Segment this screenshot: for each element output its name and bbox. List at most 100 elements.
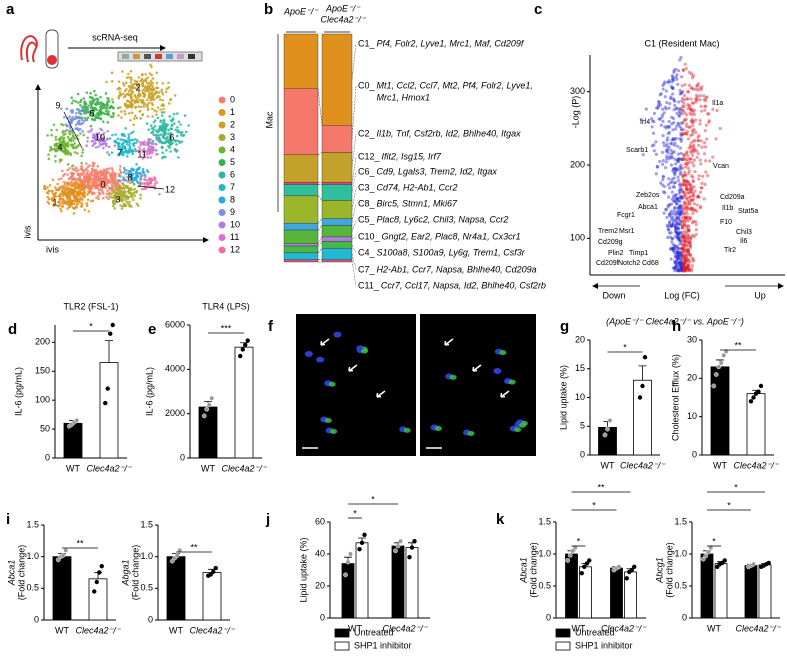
data-point (409, 545, 415, 550)
gene-point (680, 219, 684, 224)
legend-label: 11 (230, 232, 239, 242)
gene-point (691, 178, 695, 183)
gene-point (693, 208, 697, 212)
sig-label: * (623, 342, 627, 352)
cell-dot (74, 185, 77, 188)
gene-point (690, 198, 694, 202)
gene-point (687, 146, 691, 150)
gene-point (675, 124, 679, 128)
cluster-genes: Plac8, Ly6c2, Chil3, Napsa, Ccr2 (377, 214, 509, 224)
gene-point (688, 206, 693, 210)
cell-dot (163, 111, 166, 114)
stack-segment (321, 181, 353, 185)
gene-point (641, 153, 645, 157)
cell-dot (91, 99, 95, 103)
gene-point (677, 213, 682, 217)
y-tick-label: 0 (34, 614, 39, 624)
cell-dot (67, 177, 71, 181)
cell-dot (127, 137, 130, 140)
gene-point (685, 260, 690, 264)
cell-dot (126, 155, 129, 158)
cell-dot (122, 195, 126, 199)
y-axis-label: (Fold change) (16, 545, 26, 601)
gene-point (703, 108, 707, 112)
cell-dot (127, 90, 131, 93)
gene-point (703, 182, 707, 186)
gene-point (686, 268, 691, 272)
cell-dot (155, 133, 159, 137)
cell-dot (88, 110, 92, 114)
cell-dot (177, 156, 180, 159)
gene-point (671, 221, 675, 225)
cell-dot (78, 176, 82, 180)
gene-point (679, 151, 683, 155)
cell-dot (152, 146, 155, 150)
gene-point (697, 143, 701, 147)
cell-dot (140, 77, 144, 81)
cell-dot (62, 145, 65, 149)
cell-dot (79, 132, 82, 135)
gene-point (664, 160, 669, 164)
cell-dot (81, 181, 85, 185)
link (317, 152, 323, 156)
gene-point (685, 197, 689, 201)
gene-point (673, 245, 677, 249)
cell-dot (81, 188, 84, 191)
gene-point (704, 123, 708, 127)
gene-point (680, 234, 685, 238)
cell-dot (54, 186, 57, 189)
cell-dot (140, 174, 143, 178)
x-tick-label: Clec4a2⁻/⁻ (601, 623, 647, 633)
cell-dot (84, 102, 88, 105)
cell-dot (132, 182, 136, 186)
cell-dot (56, 182, 59, 186)
cell-dot (134, 176, 138, 179)
cell-dot (187, 124, 190, 127)
gene-point (683, 170, 687, 174)
gene-point (688, 253, 692, 258)
data-point (348, 551, 353, 557)
gene-point (669, 209, 673, 213)
cell-dot (142, 171, 146, 175)
cell-dot (46, 186, 49, 189)
y-tick-label: 300 (570, 86, 585, 96)
gene-point (672, 98, 676, 102)
gene-point (682, 153, 686, 157)
cell-dot (91, 136, 95, 140)
stack-segment (283, 184, 319, 197)
gene-point (672, 70, 676, 75)
gene-point (682, 243, 687, 247)
gene-point (673, 170, 678, 174)
cell-dot (100, 186, 103, 189)
data-point (758, 383, 764, 389)
gene-point (668, 181, 672, 185)
gene-point (677, 232, 681, 237)
x-tick-label: Clec4a2⁻/⁻ (735, 623, 781, 633)
gene-point (674, 229, 678, 233)
gene-point (688, 183, 692, 187)
gene-point (686, 199, 690, 204)
gene-point (679, 211, 683, 215)
gene-point (677, 100, 681, 104)
cell-dot (114, 176, 117, 179)
cell-dot (177, 120, 181, 124)
gene-point (671, 215, 675, 220)
gene-point (680, 188, 685, 193)
gene-point (693, 169, 697, 174)
cell-dot (66, 135, 70, 139)
gene-point (685, 179, 689, 183)
gene-point (691, 194, 695, 198)
cell-dot (105, 80, 108, 84)
gene-point (686, 249, 690, 254)
cell-dot (68, 129, 72, 133)
data-point (243, 342, 248, 348)
gene-point (678, 211, 683, 215)
gene-point (703, 129, 707, 133)
gene-point (689, 151, 693, 155)
cell-dot (57, 138, 61, 142)
sig-label: * (592, 500, 596, 510)
gene-point (687, 228, 691, 232)
gene-point (687, 83, 692, 87)
cell-dot (66, 207, 69, 210)
gene-point (676, 269, 680, 273)
